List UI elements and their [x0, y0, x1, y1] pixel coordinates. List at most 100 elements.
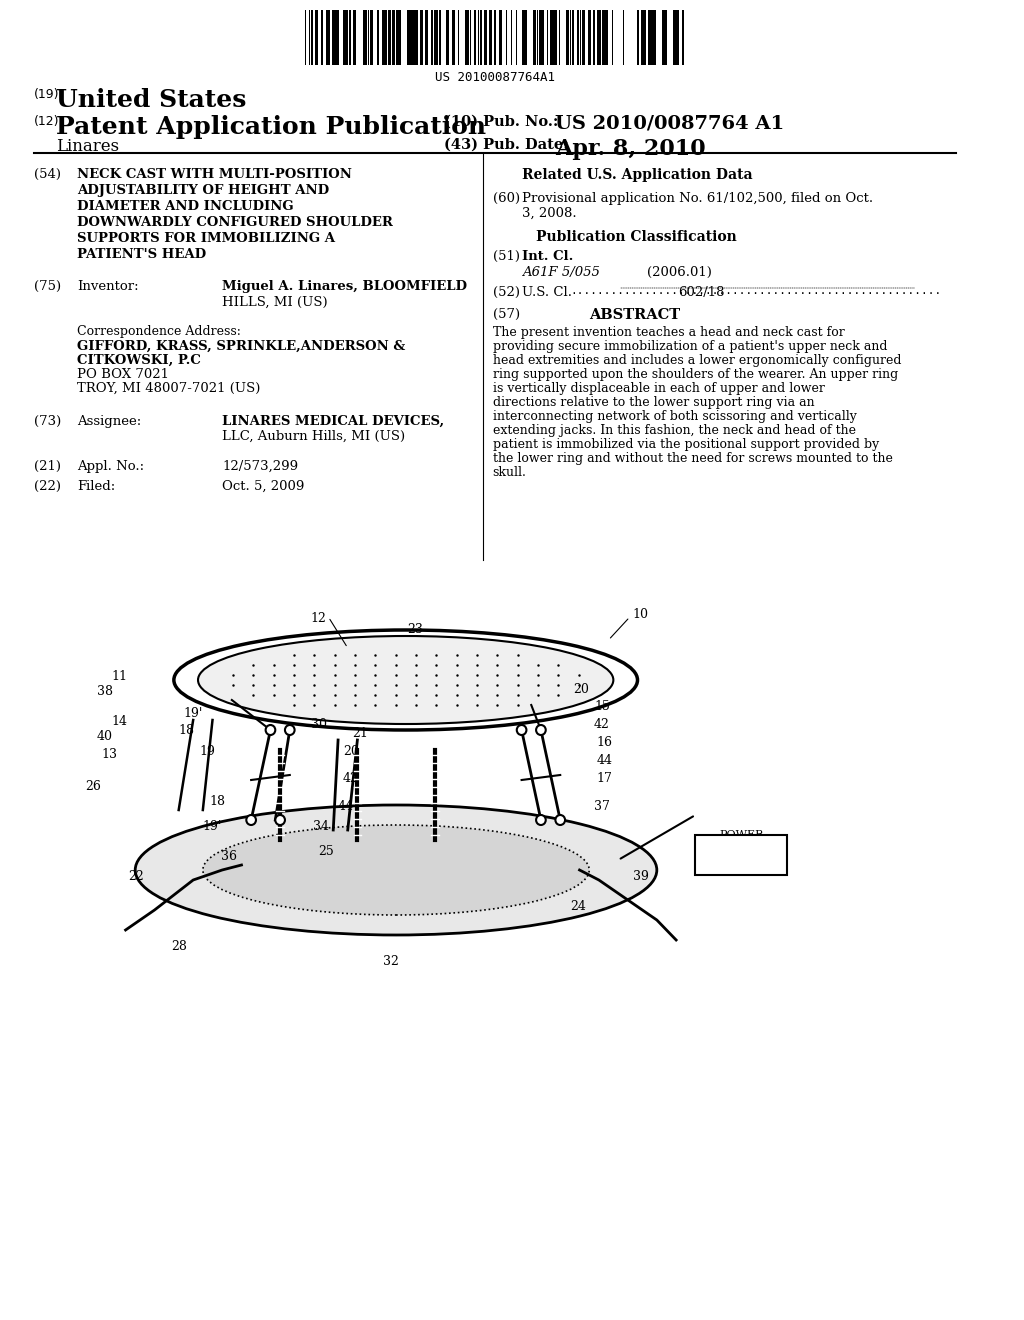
Text: US 20100087764A1: US 20100087764A1: [434, 71, 555, 84]
Text: 36: 36: [221, 850, 237, 863]
Bar: [465, 11, 467, 65]
Bar: [428, 11, 431, 65]
Bar: [560, 11, 562, 65]
Text: PATIENT'S HEAD: PATIENT'S HEAD: [77, 248, 207, 261]
Text: (43) Pub. Date:: (43) Pub. Date:: [444, 139, 569, 152]
Bar: [336, 11, 339, 65]
Text: (54): (54): [34, 168, 60, 181]
Bar: [630, 11, 633, 65]
Text: 42: 42: [594, 718, 610, 731]
Text: (22): (22): [34, 480, 60, 492]
Bar: [343, 11, 346, 65]
Bar: [664, 11, 666, 65]
Text: (60): (60): [493, 191, 520, 205]
Text: 24: 24: [570, 900, 586, 913]
Circle shape: [265, 725, 275, 735]
Bar: [323, 11, 326, 65]
Bar: [350, 11, 352, 65]
Bar: [349, 11, 350, 65]
Text: The present invention teaches a head and neck cast for: The present invention teaches a head and…: [493, 326, 845, 339]
Bar: [451, 11, 452, 65]
Bar: [573, 11, 577, 65]
Bar: [373, 11, 376, 65]
Text: directions relative to the lower support ring via an: directions relative to the lower support…: [493, 396, 814, 409]
Bar: [364, 11, 366, 65]
Text: 32: 32: [383, 954, 399, 968]
Bar: [492, 11, 494, 65]
Bar: [303, 11, 305, 65]
Text: U.S. Cl.: U.S. Cl.: [521, 286, 571, 300]
Bar: [388, 11, 390, 65]
Bar: [317, 11, 321, 65]
Text: 18: 18: [209, 795, 225, 808]
Text: 3, 2008.: 3, 2008.: [521, 207, 577, 220]
Bar: [531, 11, 534, 65]
Bar: [383, 11, 386, 65]
Text: (12): (12): [34, 115, 59, 128]
Bar: [525, 11, 527, 65]
Text: the lower ring and without the need for screws mounted to the: the lower ring and without the need for …: [493, 451, 893, 465]
Text: Provisional application No. 61/102,500, filed on Oct.: Provisional application No. 61/102,500, …: [521, 191, 872, 205]
Text: Correspondence Address:: Correspondence Address:: [77, 325, 241, 338]
Bar: [583, 11, 586, 65]
Text: Linares: Linares: [56, 139, 119, 154]
Bar: [613, 11, 615, 65]
Bar: [695, 836, 787, 875]
Bar: [468, 11, 469, 65]
Text: 28: 28: [171, 940, 186, 953]
Bar: [352, 11, 354, 65]
Bar: [358, 11, 360, 65]
Bar: [418, 11, 420, 65]
Bar: [666, 11, 668, 65]
Bar: [548, 11, 550, 65]
Bar: [476, 11, 478, 65]
Bar: [553, 11, 556, 65]
Text: (21): (21): [34, 459, 60, 473]
Bar: [644, 11, 646, 65]
Bar: [301, 11, 303, 65]
Bar: [443, 11, 446, 65]
Text: Patent Application Publication: Patent Application Publication: [56, 115, 486, 139]
Bar: [346, 11, 348, 65]
Bar: [354, 11, 356, 65]
Text: 19: 19: [200, 744, 216, 758]
Bar: [589, 11, 591, 65]
Bar: [402, 11, 406, 65]
Bar: [366, 11, 367, 65]
Text: Inventor:: Inventor:: [77, 280, 139, 293]
Bar: [563, 11, 566, 65]
Bar: [299, 11, 301, 65]
Bar: [621, 11, 623, 65]
Bar: [453, 11, 455, 65]
Text: 13: 13: [101, 748, 118, 762]
Text: A61F 5/055: A61F 5/055: [521, 267, 599, 279]
Bar: [637, 11, 639, 65]
Bar: [624, 11, 627, 65]
Text: 602/18: 602/18: [678, 286, 724, 300]
Bar: [332, 11, 335, 65]
Bar: [684, 11, 687, 65]
Text: DOWNWARDLY CONFIGURED SHOULDER: DOWNWARDLY CONFIGURED SHOULDER: [77, 216, 393, 228]
Bar: [379, 11, 382, 65]
Bar: [482, 11, 484, 65]
Text: Int. Cl.: Int. Cl.: [521, 249, 573, 263]
Bar: [435, 11, 437, 65]
Bar: [315, 11, 317, 65]
Text: 11: 11: [111, 671, 127, 682]
Bar: [552, 11, 553, 65]
Bar: [517, 11, 519, 65]
Text: 39: 39: [633, 870, 648, 883]
Text: 44: 44: [338, 800, 354, 813]
Bar: [649, 11, 652, 65]
Bar: [566, 11, 568, 65]
Bar: [500, 11, 502, 65]
Text: PO BOX 7021: PO BOX 7021: [77, 368, 169, 381]
Bar: [654, 11, 655, 65]
Text: 15: 15: [594, 700, 610, 713]
Text: Related U.S. Application Data: Related U.S. Application Data: [521, 168, 753, 182]
Text: 21: 21: [352, 727, 369, 741]
Bar: [370, 11, 372, 65]
Ellipse shape: [135, 805, 656, 935]
Bar: [425, 11, 428, 65]
Bar: [544, 11, 547, 65]
